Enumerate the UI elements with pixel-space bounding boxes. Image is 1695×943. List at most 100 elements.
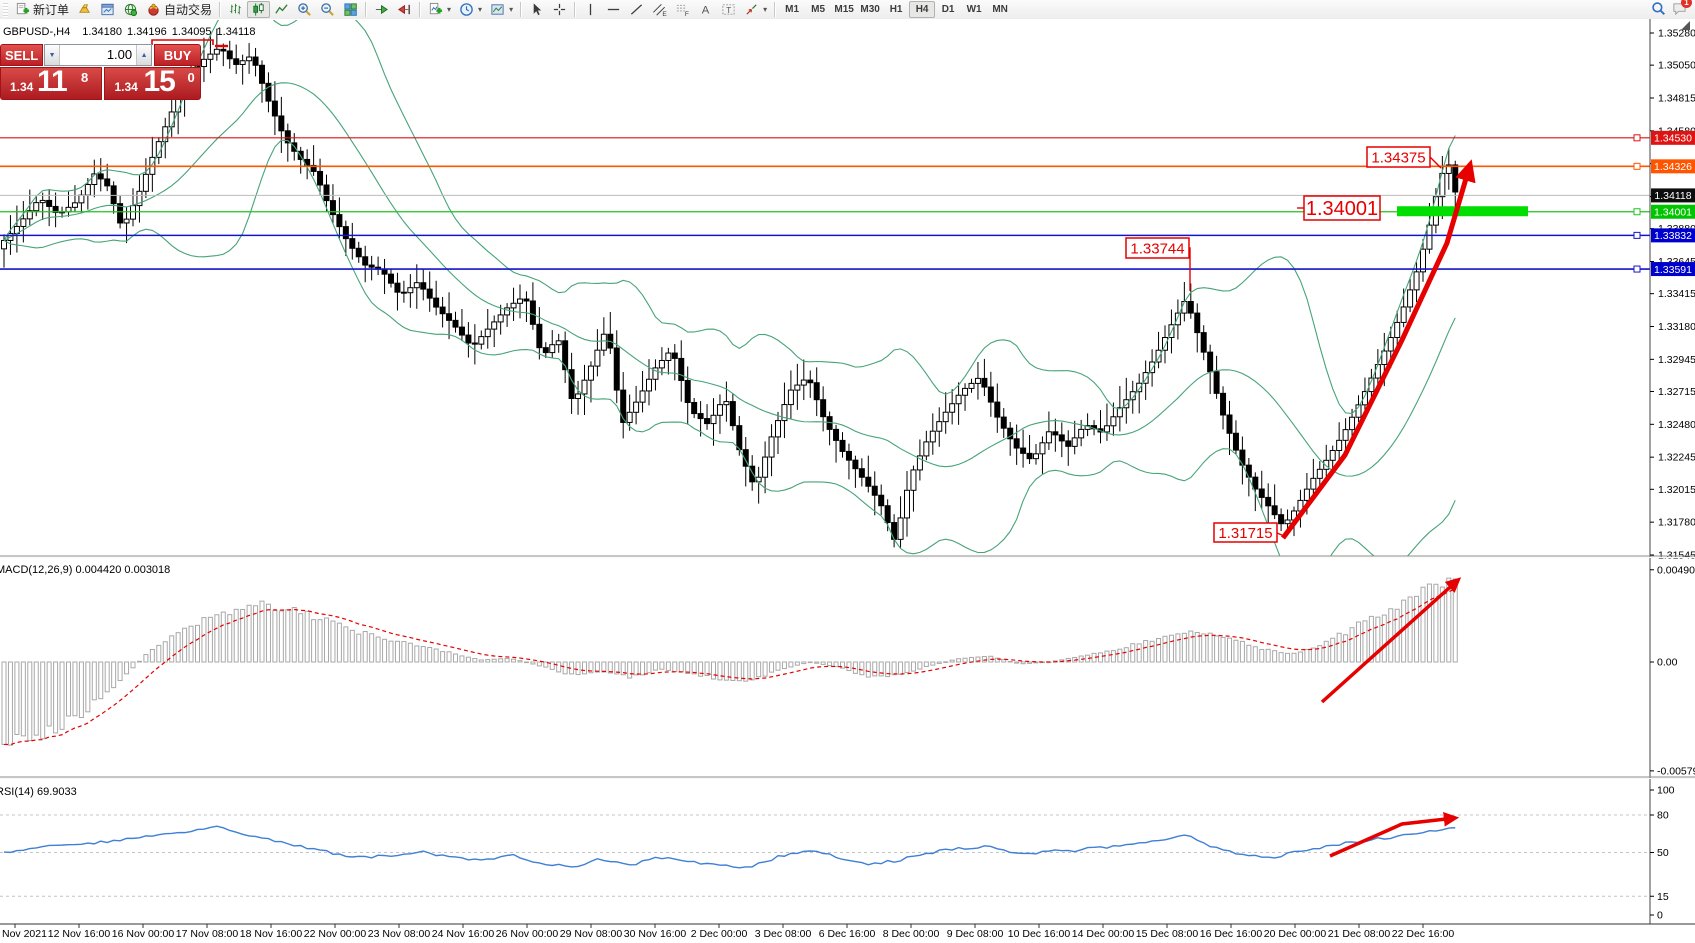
chart-window-button[interactable] [96,1,119,18]
svg-text:14 Dec 00:00: 14 Dec 00:00 [1072,928,1135,940]
svg-text:0.00: 0.00 [1657,657,1678,669]
svg-text:1.34001: 1.34001 [1306,198,1378,220]
svg-text:1.32015: 1.32015 [1658,484,1695,496]
crosshair-icon [553,3,566,16]
templates-dropdown-caret[interactable]: ▾ [509,5,514,14]
text-icon: A [702,5,710,17]
timeframe-D1[interactable]: D1 [935,1,961,18]
bar-chart-button[interactable] [224,1,247,18]
templates-button[interactable]: ▾ [486,1,517,18]
scroll-end-marker[interactable] [1681,21,1690,30]
arrows-dropdown-caret[interactable]: ▾ [763,5,768,14]
text-label-button[interactable]: T [717,1,740,18]
trend-arrow-rsi[interactable] [1329,811,1460,858]
annotation-1.34001[interactable]: 1.34001 [1297,195,1381,221]
autotrading-button[interactable]: 自动交易 [142,1,216,18]
separator [774,2,777,17]
svg-text:0: 0 [1657,910,1663,922]
ohlc-low: 1.34095 [171,26,212,38]
price-level-1.34530[interactable] [0,134,1650,142]
chart-symbol: GBPUSD-,H4 [3,26,71,38]
horizontal-line-button[interactable] [602,1,625,18]
price-level-1.33832[interactable] [0,231,1650,239]
indicators-dropdown-caret[interactable]: ▾ [447,5,452,14]
ohlc-open: 1.34180 [82,26,123,38]
timeframe-M1[interactable]: M1 [779,1,805,18]
svg-text:1.33180: 1.33180 [1658,321,1695,333]
annotation-1.31715[interactable]: 1.31715 [1213,522,1285,543]
candlestick-chart-icon [253,2,264,16]
search-icon[interactable] [1651,1,1666,16]
vertical-line-button[interactable] [579,1,602,18]
time-axis: Nov 2021 12 Nov 16:00 16 Nov 00:00 17 Nov 0… [2,924,1454,940]
toolbar-grip[interactable] [3,2,8,17]
sell-price-pips: 11 [37,65,68,98]
svg-text:22 Nov 00:00: 22 Nov 00:00 [304,928,367,940]
annotation-1.33744[interactable]: 1.33744 [1125,237,1191,291]
buy-button[interactable]: BUY [154,44,201,66]
timeframe-M5[interactable]: M5 [805,1,831,18]
arrows-button[interactable]: ▾ [740,1,771,18]
chart-window[interactable]: 1.352801.350501.348151.345801.343451.341… [0,19,1695,943]
axis-label-1.34530: 1.34530 [1651,130,1695,145]
periods-button[interactable]: ▾ [455,1,486,18]
gold-button[interactable] [73,1,96,18]
timeframe-H1[interactable]: H1 [883,1,909,18]
candlestick-chart-button[interactable] [247,1,271,18]
timeframe-H4[interactable]: H4 [909,1,936,18]
new-order-button[interactable]: 新订单 [11,1,73,18]
line-chart-button[interactable] [270,1,293,18]
timeframe-W1[interactable]: W1 [961,1,987,18]
bar-chart-icon [230,3,241,15]
periods-clock-icon [460,3,473,16]
svg-text:1.35280: 1.35280 [1658,28,1695,40]
svg-text:1.32245: 1.32245 [1658,452,1695,464]
trend-arrow-macd[interactable] [1320,577,1462,704]
green-highlight-zone[interactable] [1397,206,1528,217]
volume-input[interactable]: 1.00 [106,47,133,62]
svg-text:50: 50 [1657,847,1669,859]
cursor-button[interactable] [525,1,548,18]
trend-arrow-price[interactable] [1280,159,1476,540]
text-button[interactable]: A [694,1,717,18]
svg-text:F: F [685,11,689,17]
volume-decrease-button[interactable]: ▼ [45,45,61,65]
notifications-chat[interactable]: 1 [1672,0,1692,16]
periods-dropdown-caret[interactable]: ▾ [478,5,483,14]
sell-price-display[interactable]: 1.34 11 8 [0,65,103,100]
auto-scroll-button[interactable] [370,1,393,18]
trendline-button[interactable] [625,1,648,18]
auto-scroll-icon [375,4,389,15]
arrows-icon [746,4,757,15]
candlesticks [1,28,1459,548]
crosshair-button[interactable] [548,1,571,18]
svg-text:1.35050: 1.35050 [1658,60,1695,72]
svg-text:1.34118: 1.34118 [1654,190,1691,202]
timeframe-M15[interactable]: M15 [831,1,857,18]
price-level-1.33591[interactable] [0,265,1650,273]
axis-label-1.34001: 1.34001 [1651,204,1695,219]
indicators-icon [429,2,443,15]
zoom-out-button[interactable] [316,1,339,18]
sell-button[interactable]: SELL [0,44,44,66]
equidistant-channel-button[interactable]: E [648,1,671,18]
axis-label-1.34326: 1.34326 [1651,159,1695,174]
red-bracket-annotation[interactable] [151,39,228,48]
cursor-icon [533,3,542,16]
chart-shift-button[interactable] [393,1,416,18]
timeframe-MN[interactable]: MN [987,1,1013,18]
volume-increase-button[interactable]: ▲ [136,45,152,65]
svg-text:1.32715: 1.32715 [1658,386,1695,398]
annotation-1.34375[interactable]: 1.34375 [1366,146,1442,169]
indicators-button[interactable]: ▾ [424,1,455,18]
autotrading-label: 自动交易 [164,3,213,17]
svg-text:1.34326: 1.34326 [1654,161,1692,173]
tile-windows-button[interactable] [339,1,362,18]
timeframe-M30[interactable]: M30 [857,1,883,18]
chart-canvas[interactable]: 1.352801.350501.348151.345801.343451.341… [0,19,1695,943]
fibonacci-button[interactable]: F [671,1,694,18]
buy-price-display[interactable]: 1.34 15 0 [104,65,201,100]
zoom-in-button[interactable] [293,1,316,18]
svg-text:-0.005791: -0.005791 [1657,765,1695,777]
signals-button[interactable] [119,1,142,18]
